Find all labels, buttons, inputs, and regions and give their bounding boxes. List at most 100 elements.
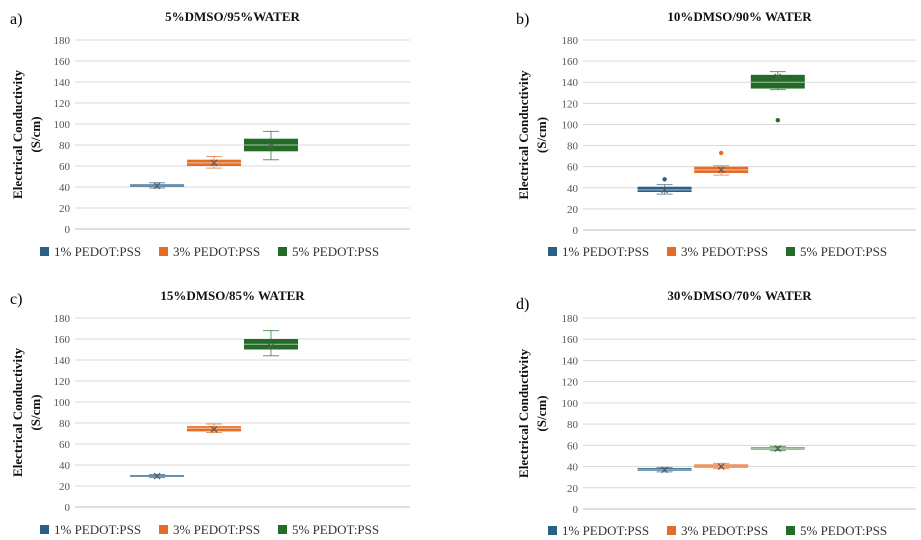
mean-marker — [661, 186, 669, 194]
y-tick-label: 180 — [54, 35, 71, 47]
legend-entry: 1% PEDOT:PSS — [54, 244, 141, 259]
mean-marker — [210, 425, 218, 433]
y-tick-label: 140 — [54, 355, 71, 367]
legend-entry: 1% PEDOT:PSS — [562, 244, 649, 259]
y-tick-label: 120 — [54, 376, 71, 388]
legend-entry: 1% PEDOT:PSS — [562, 523, 649, 538]
legend-swatch — [278, 525, 287, 534]
y-tick-label: 80 — [59, 140, 71, 152]
y-axis-label: Electrical Conductivity — [516, 349, 531, 478]
y-tick-label: 180 — [562, 35, 579, 47]
y-tick-label: 40 — [567, 462, 579, 474]
y-tick-label: 120 — [562, 98, 579, 110]
box-2 — [694, 150, 749, 176]
y-tick-label: 40 — [59, 460, 71, 472]
mean-marker — [153, 182, 161, 190]
box-2 — [187, 423, 242, 433]
y-tick-label: 0 — [573, 504, 579, 516]
y-axis-label: Electrical Conductivity — [516, 70, 531, 199]
mean-marker — [774, 445, 782, 452]
mean-marker — [267, 342, 275, 350]
y-tick-label: 140 — [562, 77, 579, 89]
box-1 — [637, 177, 692, 195]
legend-entry: 5% PEDOT:PSS — [292, 522, 379, 537]
box-3 — [243, 330, 298, 357]
legend-swatch — [667, 526, 676, 535]
y-tick-label: 180 — [54, 313, 71, 325]
mean-marker — [774, 73, 782, 81]
legend-entry: 3% PEDOT:PSS — [173, 522, 260, 537]
y-axis-unit-label: (S/cm) — [534, 395, 549, 431]
legend-entry: 5% PEDOT:PSS — [292, 244, 379, 259]
legend-swatch — [40, 247, 49, 256]
legend-swatch — [548, 526, 557, 535]
legend: 1% PEDOT:PSS 3% PEDOT:PSS 5% PEDOT:PSS — [548, 244, 887, 259]
box-2 — [187, 156, 242, 169]
y-tick-label: 120 — [54, 98, 71, 110]
box-2 — [694, 462, 749, 470]
y-tick-label: 60 — [59, 439, 71, 451]
y-tick-label: 160 — [54, 56, 71, 68]
box-3 — [243, 130, 298, 161]
chart-panel-1: a) 5%DMSO/95%WATER 0 20 40 60 80 100 120 140 160 18… — [10, 9, 410, 259]
y-tick-label: 20 — [59, 203, 71, 215]
y-tick-label: 160 — [562, 56, 579, 68]
y-tick-label: 40 — [567, 183, 579, 195]
legend-entry: 3% PEDOT:PSS — [681, 523, 768, 538]
y-axis-label: Electrical Conductivity — [10, 348, 25, 477]
y-tick-label: 0 — [573, 225, 579, 237]
y-tick-label: 180 — [562, 313, 579, 325]
y-tick-label: 100 — [54, 119, 71, 131]
box-3 — [750, 71, 805, 123]
legend-swatch — [278, 247, 287, 256]
box-1 — [130, 182, 185, 190]
y-tick-label: 0 — [65, 224, 71, 236]
box-3 — [750, 445, 805, 452]
chart-panel-4: d) 30%DMSO/70% WATER 0 20 40 60 80 100 120 140 160… — [516, 288, 916, 538]
mean-marker — [210, 159, 218, 167]
outlier-point — [718, 150, 724, 156]
legend-swatch — [667, 247, 676, 256]
panel-letter: c) — [10, 291, 22, 308]
chart-title: 15%DMSO/85% WATER — [160, 288, 305, 303]
y-tick-label: 40 — [59, 182, 71, 194]
legend: 1% PEDOT:PSS 3% PEDOT:PSS 5% PEDOT:PSS — [548, 523, 887, 538]
legend-entry: 3% PEDOT:PSS — [173, 244, 260, 259]
y-tick-label: 20 — [567, 483, 579, 495]
y-axis-unit-label: (S/cm) — [28, 116, 43, 152]
y-tick-label: 20 — [567, 204, 579, 216]
y-tick-label: 60 — [567, 162, 579, 174]
chart-title: 10%DMSO/90% WATER — [667, 9, 812, 24]
y-tick-label: 60 — [567, 440, 579, 452]
outlier-point — [775, 118, 781, 123]
y-tick-label: 80 — [59, 418, 71, 430]
panel-letter: d) — [516, 296, 529, 313]
y-axis-unit-label: (S/cm) — [534, 117, 549, 153]
mean-marker — [717, 463, 725, 470]
y-tick-label: 160 — [562, 334, 579, 346]
iqr-box — [750, 74, 805, 89]
legend-swatch — [159, 525, 168, 534]
legend-swatch — [548, 247, 557, 256]
panel-letter: b) — [516, 11, 529, 28]
y-tick-label: 140 — [562, 355, 579, 367]
y-tick-label: 100 — [562, 119, 579, 131]
legend-swatch — [786, 247, 795, 256]
legend-entry: 5% PEDOT:PSS — [800, 523, 887, 538]
y-tick-label: 100 — [54, 397, 71, 409]
legend-swatch — [786, 526, 795, 535]
legend-swatch — [159, 247, 168, 256]
chart-title: 30%DMSO/70% WATER — [667, 288, 812, 303]
chart-title: 5%DMSO/95%WATER — [165, 9, 300, 24]
y-tick-label: 60 — [59, 161, 71, 173]
y-axis-label: Electrical Conductivity — [10, 70, 25, 199]
y-tick-label: 80 — [567, 419, 579, 431]
y-tick-label: 80 — [567, 141, 579, 153]
mean-marker — [717, 166, 725, 174]
legend: 1% PEDOT:PSS 3% PEDOT:PSS 5% PEDOT:PSS — [40, 244, 379, 259]
legend-swatch — [40, 525, 49, 534]
mean-marker — [153, 472, 161, 480]
panel-letter: a) — [10, 11, 22, 28]
chart-panel-2: b) 10%DMSO/90% WATER 0 20 40 60 80 100 120 140 160… — [516, 9, 916, 259]
